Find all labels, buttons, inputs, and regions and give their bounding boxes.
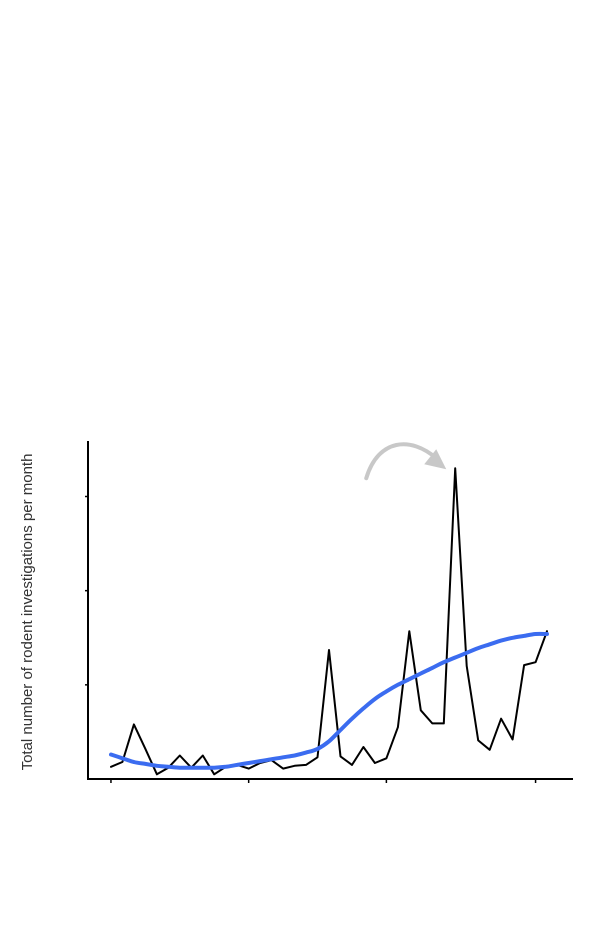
axes [85,441,573,783]
y-axis-label: Total number of rodent investigations pe… [19,454,36,771]
series-layer [109,467,549,776]
annotation-arrow-curve [364,442,439,481]
trend-line [109,631,549,770]
annotation-arrow-head [424,449,447,470]
annotation-arrow [364,442,447,481]
data-line [110,467,548,776]
